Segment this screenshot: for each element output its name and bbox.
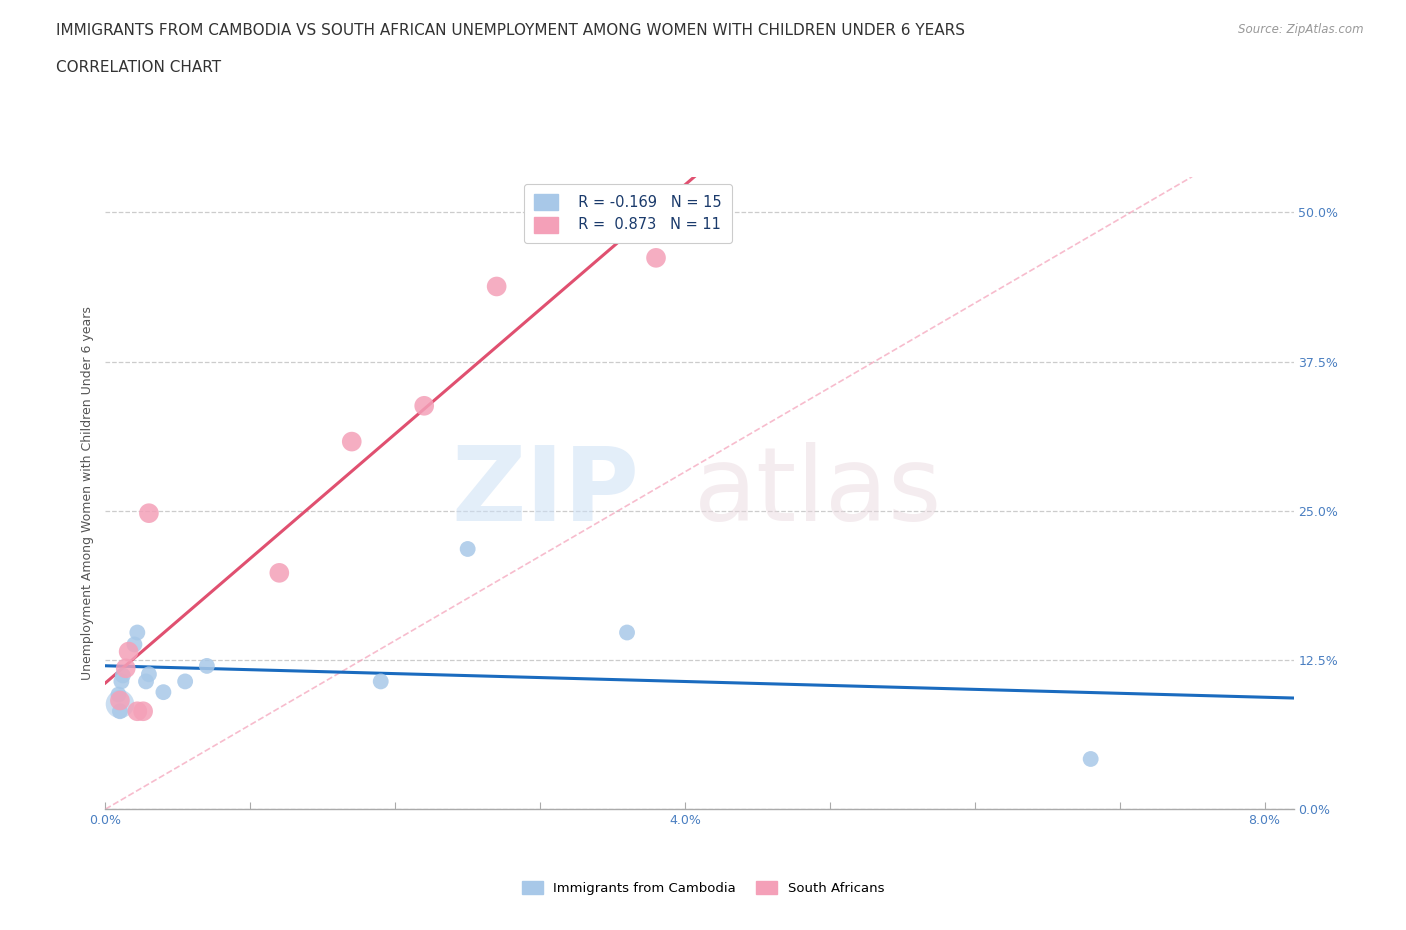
- Point: [457, 541, 479, 556]
- Text: CORRELATION CHART: CORRELATION CHART: [56, 60, 221, 75]
- Text: Source: ZipAtlas.com: Source: ZipAtlas.com: [1239, 23, 1364, 36]
- Point: [152, 684, 174, 699]
- Point: [135, 674, 157, 689]
- Point: [174, 674, 197, 689]
- Point: [616, 625, 638, 640]
- Point: [108, 697, 131, 711]
- Point: [138, 667, 160, 682]
- Text: IMMIGRANTS FROM CAMBODIA VS SOUTH AFRICAN UNEMPLOYMENT AMONG WOMEN WITH CHILDREN: IMMIGRANTS FROM CAMBODIA VS SOUTH AFRICA…: [56, 23, 966, 38]
- Point: [370, 674, 392, 689]
- Point: [124, 637, 146, 652]
- Point: [1080, 751, 1102, 766]
- Point: [485, 279, 508, 294]
- Text: atlas: atlas: [695, 443, 942, 543]
- Point: [127, 704, 149, 719]
- Point: [645, 250, 668, 265]
- Point: [111, 668, 134, 683]
- Point: [195, 658, 218, 673]
- Point: [340, 434, 363, 449]
- Point: [110, 674, 132, 689]
- Point: [269, 565, 291, 580]
- Point: [132, 704, 155, 719]
- Point: [413, 398, 436, 413]
- Text: ZIP: ZIP: [451, 443, 640, 543]
- Y-axis label: Unemployment Among Women with Children Under 6 years: Unemployment Among Women with Children U…: [82, 306, 94, 680]
- Point: [114, 661, 136, 676]
- Point: [108, 704, 131, 719]
- Point: [127, 625, 149, 640]
- Legend: Immigrants from Cambodia, South Africans: Immigrants from Cambodia, South Africans: [516, 876, 890, 900]
- Point: [138, 506, 160, 521]
- Point: [107, 687, 129, 702]
- Point: [117, 644, 139, 659]
- Legend:   R = -0.169   N = 15,   R =  0.873   N = 11: R = -0.169 N = 15, R = 0.873 N = 11: [524, 184, 733, 243]
- Point: [108, 693, 131, 708]
